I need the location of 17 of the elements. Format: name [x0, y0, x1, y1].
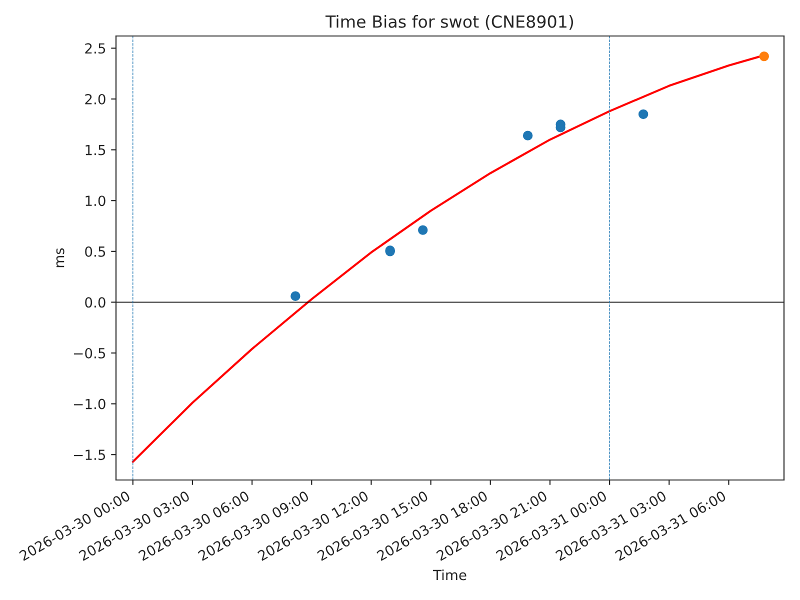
y-axis-title: ms [56, 248, 64, 268]
y-tick-label: 0.0 [85, 297, 106, 308]
y-tick-label: −1.5 [74, 450, 106, 460]
y-tick-label: 2.0 [85, 94, 106, 104]
point [418, 225, 428, 235]
y-tick-label: 0.5 [85, 246, 106, 257]
point [638, 109, 648, 120]
x-axis-title: Time [432, 569, 466, 580]
y-tick-label: −0.5 [74, 348, 106, 358]
y-tick-label: 1.0 [86, 196, 106, 206]
y-tick-label: −1.0 [74, 398, 106, 410]
point [522, 130, 533, 140]
y-tick-label: 2.5 [85, 43, 106, 54]
point [759, 51, 769, 62]
y-tick-label: 1.5 [86, 144, 106, 156]
point [290, 291, 300, 301]
chart-title: Time Bias for swot (CNE8901) [325, 15, 574, 30]
